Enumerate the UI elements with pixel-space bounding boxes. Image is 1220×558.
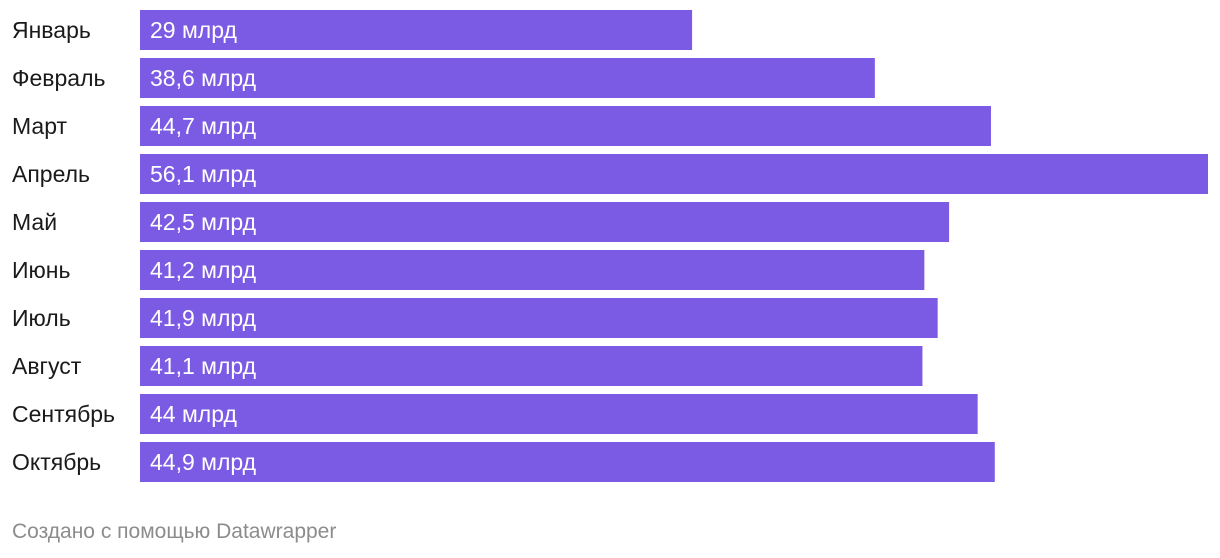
value-label: 56,1 млрд xyxy=(150,161,257,187)
category-label: Май xyxy=(12,209,57,235)
category-label: Июль xyxy=(12,305,71,331)
bar xyxy=(140,154,1208,194)
bar xyxy=(140,298,938,338)
value-label: 41,9 млрд xyxy=(150,305,257,331)
datawrapper-credit: Создано с помощью Datawrapper xyxy=(12,520,337,543)
category-label: Сентябрь xyxy=(12,401,115,427)
bar xyxy=(140,250,925,290)
category-label: Февраль xyxy=(12,65,105,91)
category-label: Апрель xyxy=(12,161,90,187)
bar xyxy=(140,10,693,50)
category-label: Октябрь xyxy=(12,449,101,475)
value-label: 41,1 млрд xyxy=(150,353,257,379)
value-label: 38,6 млрд xyxy=(150,65,257,91)
bar xyxy=(140,346,923,386)
bar-chart: Январь 29 млрд Февраль 38,6 млрд Март 44,7 мл… xyxy=(12,10,1208,482)
value-label: 29 млрд xyxy=(150,17,237,43)
value-label: 44,9 млрд xyxy=(150,449,257,475)
category-label: Июнь xyxy=(12,257,70,283)
bar xyxy=(140,58,875,98)
value-label: 44,7 млрд xyxy=(150,113,257,139)
bar xyxy=(140,106,991,146)
bar xyxy=(140,394,978,434)
category-label: Январь xyxy=(12,17,91,43)
value-label: 42,5 млрд xyxy=(150,209,257,235)
category-label: Август xyxy=(12,353,82,379)
bar xyxy=(140,202,950,242)
category-label: Март xyxy=(12,113,67,139)
value-label: 44 млрд xyxy=(150,401,237,427)
value-label: 41,2 млрд xyxy=(150,257,257,283)
bar xyxy=(140,442,995,482)
